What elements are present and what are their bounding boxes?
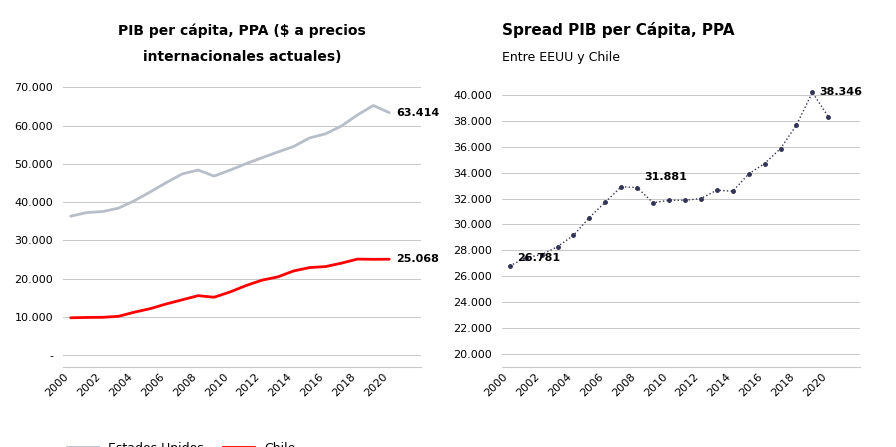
Text: Spread PIB per Cápita, PPA: Spread PIB per Cápita, PPA bbox=[502, 22, 734, 38]
Text: 31.881: 31.881 bbox=[644, 172, 687, 182]
Text: 63.414: 63.414 bbox=[396, 108, 439, 118]
Text: 25.068: 25.068 bbox=[396, 254, 439, 264]
Text: Entre EEUU y Chile: Entre EEUU y Chile bbox=[502, 51, 620, 64]
Text: PIB per cápita, PPA ($ a precios: PIB per cápita, PPA ($ a precios bbox=[118, 24, 366, 38]
Legend: Estados Unidos, Chile: Estados Unidos, Chile bbox=[62, 437, 300, 447]
Text: 26.781: 26.781 bbox=[517, 253, 560, 263]
Text: 38.346: 38.346 bbox=[819, 87, 862, 97]
Text: internacionales actuales): internacionales actuales) bbox=[142, 51, 341, 64]
